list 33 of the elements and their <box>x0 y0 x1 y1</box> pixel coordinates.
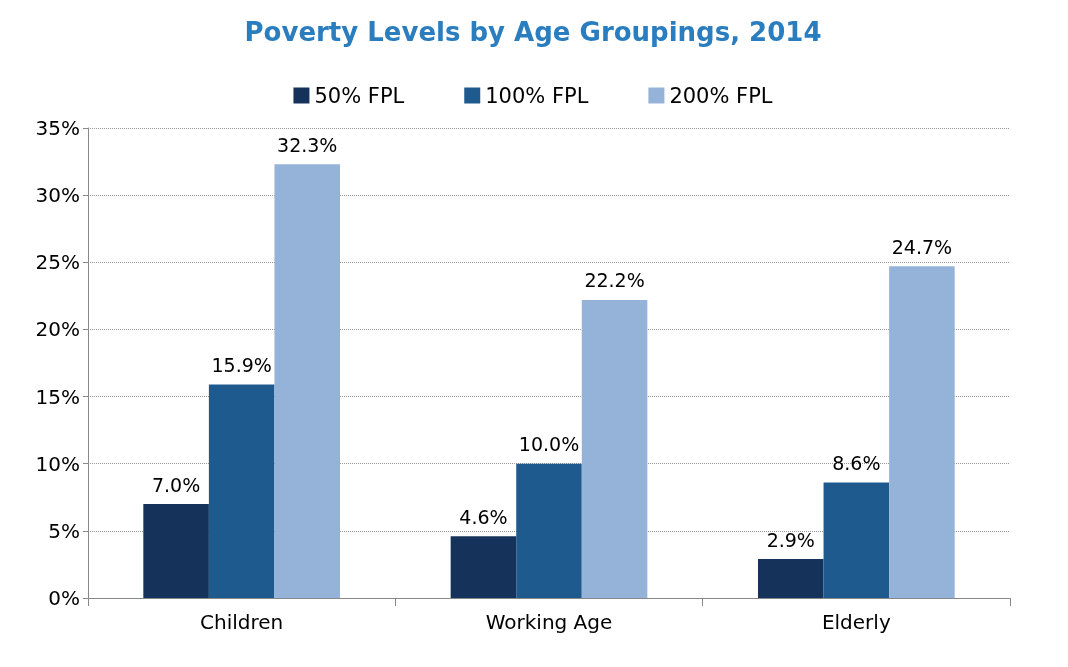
x-tick-label: Children <box>200 610 284 634</box>
bar <box>143 504 209 598</box>
y-tick-label: 20% <box>35 317 80 342</box>
y-tick-label: 30% <box>35 183 80 208</box>
data-label: 7.0% <box>151 473 201 496</box>
x-tick-label: Elderly <box>821 610 891 634</box>
bar <box>757 559 824 598</box>
data-label: 24.7% <box>891 235 953 258</box>
legend-label: 50% FPL <box>314 83 405 108</box>
data-label: 22.2% <box>584 269 645 292</box>
y-tick-label: 5% <box>48 518 80 543</box>
y-tick-label: 10% <box>35 451 80 476</box>
bar <box>450 536 517 598</box>
data-label: 15.9% <box>211 353 272 376</box>
bar <box>889 266 955 598</box>
bar <box>823 482 890 598</box>
legend-label: 100% FPL <box>485 83 589 108</box>
bar <box>516 463 582 598</box>
y-tick-label: 15% <box>35 384 80 409</box>
x-tick-label: Working Age <box>485 610 613 634</box>
y-tick-label: 0% <box>48 586 80 610</box>
bar <box>581 299 648 598</box>
data-label: 4.6% <box>459 505 508 528</box>
legend-label: 200% FPL <box>669 83 773 108</box>
data-label: 32.3% <box>277 133 338 156</box>
bar <box>208 384 275 598</box>
y-tick-label: 25% <box>35 250 80 275</box>
bar <box>274 164 341 598</box>
data-label: 8.6% <box>832 452 881 475</box>
y-tick-label: 35% <box>35 116 80 140</box>
data-label: 10.0% <box>518 433 580 456</box>
data-label: 2.9% <box>766 528 815 551</box>
chart-title: Poverty Levels by Age Groupings, 2014 <box>244 17 822 47</box>
